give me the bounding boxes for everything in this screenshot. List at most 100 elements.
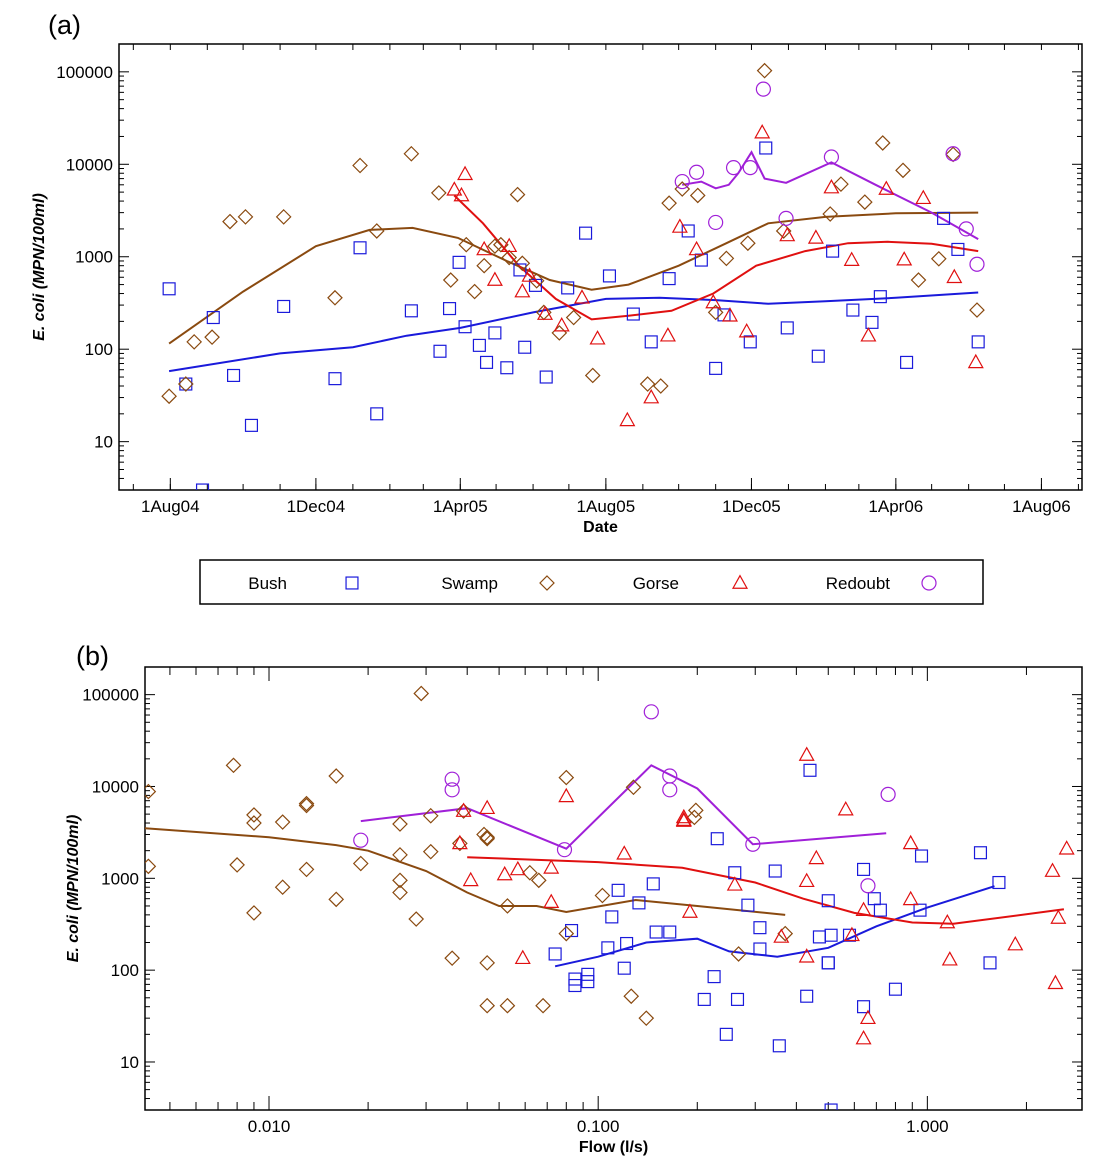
point-bush — [697, 992, 711, 1006]
point-redoubt — [725, 160, 742, 176]
y-tick-label: 100 — [85, 340, 113, 359]
point-swamp — [514, 255, 531, 272]
point-swamp — [625, 779, 642, 796]
point-bush — [646, 877, 660, 891]
point-bush — [548, 947, 562, 961]
point-gorse — [509, 860, 526, 876]
point-swamp — [501, 249, 518, 266]
point-bush — [404, 304, 418, 318]
point-gorse — [902, 834, 919, 850]
point-bush — [500, 361, 514, 375]
point-gorse — [619, 411, 636, 427]
point-gorse — [476, 240, 493, 256]
point-gorse — [536, 305, 554, 320]
point-bush — [626, 307, 640, 321]
point-redoubt — [688, 164, 705, 180]
point-swamp — [408, 911, 425, 927]
point-swamp — [718, 250, 735, 267]
point-swamp — [639, 376, 656, 392]
point-bush — [518, 340, 532, 354]
point-swamp — [856, 194, 873, 210]
point-redoubt — [444, 782, 460, 798]
point-gorse — [773, 928, 790, 943]
point-bush — [195, 483, 210, 490]
point-swamp — [328, 768, 345, 784]
trend-line-bush — [168, 291, 979, 373]
point-swamp — [368, 223, 385, 239]
point-bush — [973, 846, 988, 860]
point-swamp — [638, 1010, 655, 1027]
point-gorse — [643, 388, 660, 404]
point-gorse — [843, 926, 860, 942]
point-gorse — [941, 951, 958, 966]
point-bush — [632, 896, 646, 910]
point-gorse — [1044, 862, 1061, 877]
point-gorse — [558, 787, 575, 803]
point-bush — [824, 928, 838, 942]
point-swamp — [833, 176, 849, 192]
point-swamp — [479, 955, 496, 971]
point-bush — [753, 921, 767, 935]
point-gorse — [553, 317, 570, 332]
point-swamp — [422, 843, 439, 860]
point-swamp — [403, 145, 420, 162]
point-swamp — [945, 146, 961, 163]
point-swamp — [298, 861, 315, 878]
point-swamp — [413, 685, 430, 702]
point-gorse — [1050, 909, 1067, 924]
point-swamp — [594, 887, 611, 904]
y-tick-label: 1000 — [75, 248, 113, 267]
plot-frame — [144, 666, 1083, 1111]
point-bush — [602, 269, 616, 283]
panel-label: (a) — [48, 10, 81, 40]
point-swamp — [528, 272, 545, 289]
point-swamp — [246, 905, 262, 921]
point-swamp — [275, 209, 292, 225]
point-swamp — [479, 829, 496, 846]
point-gorse — [1047, 974, 1064, 990]
point-gorse — [589, 330, 606, 345]
point-swamp — [910, 272, 927, 288]
point-gorse — [521, 267, 538, 282]
point-redoubt — [556, 842, 573, 858]
point-gorse — [798, 948, 815, 963]
point-bush — [826, 244, 840, 258]
point-gorse — [573, 289, 591, 304]
x-tick-label: 1Dec05 — [722, 497, 781, 516]
point-bush — [370, 407, 384, 421]
point-bush — [162, 282, 176, 296]
legend: Bush Swamp Gorse Redoubt — [199, 559, 984, 605]
point-bush — [244, 418, 259, 432]
point-swamp — [521, 864, 538, 881]
y-tick-label: 10 — [120, 1053, 139, 1072]
point-gorse — [837, 801, 854, 816]
point-bush — [581, 967, 595, 981]
point-gorse — [659, 327, 676, 342]
legend-marker-gorse — [731, 574, 749, 589]
point-swamp — [442, 272, 459, 288]
point-bush — [663, 925, 677, 939]
point-bush — [620, 936, 634, 951]
point-gorse — [896, 251, 913, 266]
point-swamp — [740, 235, 756, 252]
point-swamp — [392, 816, 408, 832]
point-bush — [865, 315, 879, 329]
point-swamp — [623, 988, 640, 1005]
point-redoubt — [880, 786, 896, 802]
point-swamp — [327, 289, 343, 306]
plot-content — [161, 62, 985, 490]
point-bush — [719, 1027, 733, 1041]
point-swamp — [328, 891, 345, 908]
point-bush — [681, 224, 695, 238]
point-swamp — [775, 223, 792, 239]
point-gorse — [457, 165, 474, 181]
point-bush — [811, 349, 825, 363]
point-swamp — [686, 809, 703, 826]
point-gorse — [779, 226, 796, 242]
point-gorse — [451, 834, 468, 850]
point-bush — [227, 368, 241, 383]
x-tick-label: 1Apr06 — [868, 497, 923, 516]
point-bush — [983, 956, 997, 970]
point-swamp — [730, 946, 747, 962]
point-bush — [568, 972, 582, 986]
